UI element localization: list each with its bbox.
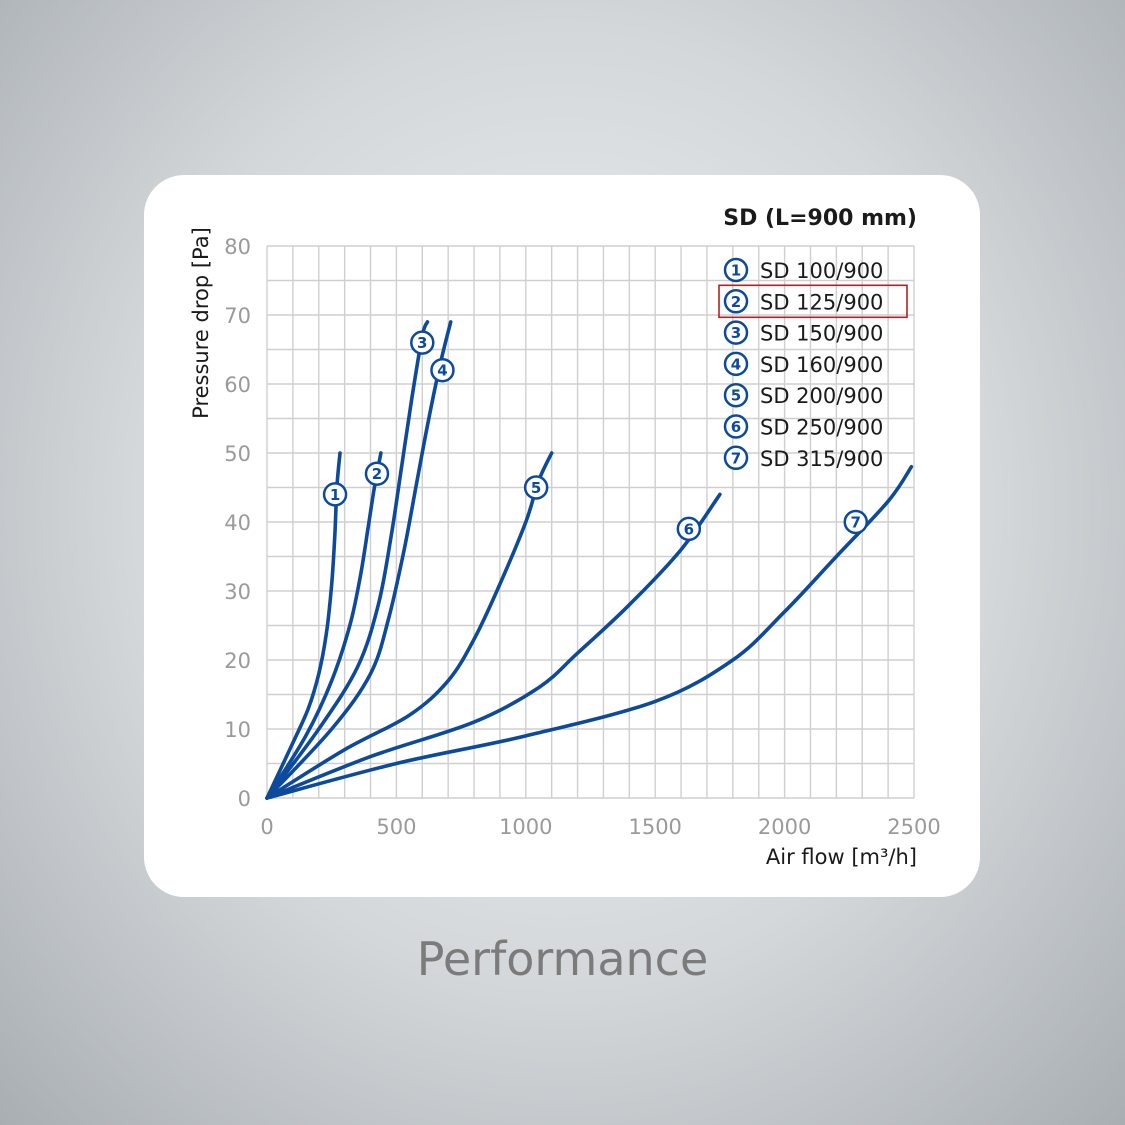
series-marker-number: 5 bbox=[531, 479, 541, 497]
legend-marker-number: 2 bbox=[731, 293, 741, 311]
grid-lines bbox=[266, 245, 915, 799]
series-line-4 bbox=[265, 320, 453, 800]
series-marker-5 bbox=[523, 475, 549, 500]
x-tick-label: 500 bbox=[376, 815, 416, 839]
x-tick-label: 1500 bbox=[628, 815, 681, 839]
series-marker-2 bbox=[364, 461, 390, 486]
y-tick-label: 50 bbox=[224, 442, 251, 466]
x-tick-label: 0 bbox=[260, 815, 273, 839]
x-tick-label: 2500 bbox=[887, 815, 940, 839]
y-tick-label: 10 bbox=[224, 718, 251, 742]
legend-marker-number: 7 bbox=[731, 449, 741, 467]
series-line-3 bbox=[265, 320, 430, 800]
legend-entry: SD 200/900 bbox=[760, 384, 883, 408]
legend-marker-1 bbox=[723, 257, 749, 283]
series-marker-3 bbox=[410, 330, 435, 355]
legend-marker-number: 3 bbox=[731, 324, 741, 342]
y-axis-label: Pressure drop [Pa] bbox=[189, 227, 213, 419]
legend: 1 SD 100/900 2 SD 125/900 3 SD 150/900 4 SD 160… bbox=[718, 257, 908, 471]
y-tick-label: 30 bbox=[224, 580, 251, 604]
legend-marker-7 bbox=[723, 445, 749, 471]
caption: Performance bbox=[416, 932, 709, 986]
legend-entry: SD 315/900 bbox=[760, 447, 883, 471]
series-marker-7 bbox=[843, 509, 869, 535]
legend-marker-3 bbox=[723, 320, 749, 345]
legend-marker-6 bbox=[723, 414, 749, 439]
legend-highlight-box bbox=[718, 284, 908, 319]
x-tick-label: 2000 bbox=[758, 815, 811, 839]
legend-marker-number: 5 bbox=[731, 387, 741, 405]
series-marker-number: 7 bbox=[851, 514, 861, 532]
legend-marker-5 bbox=[723, 382, 749, 408]
legend-marker-number: 6 bbox=[731, 418, 741, 436]
legend-entry: SD 125/900 bbox=[760, 290, 883, 314]
series-marker-number: 2 bbox=[372, 465, 382, 483]
series-line-2 bbox=[265, 451, 383, 800]
series-marker-6 bbox=[676, 516, 702, 542]
x-axis-label: Air flow [m³/h] bbox=[766, 845, 917, 869]
legend-marker-number: 1 bbox=[731, 262, 741, 280]
legend-marker-2 bbox=[723, 289, 749, 314]
performance-chart: 0 500 1000 1500 2000 2500 0 10 20 30 40 50 60 70 80 1 2… bbox=[189, 206, 941, 869]
series-marker-4 bbox=[430, 357, 455, 383]
legend-marker-4 bbox=[723, 351, 749, 377]
chart-card: 0 500 1000 1500 2000 2500 0 10 20 30 40 50 60 70 80 1 2… bbox=[144, 175, 980, 897]
series-marker-number: 6 bbox=[684, 520, 694, 538]
y-tick-label: 80 bbox=[224, 235, 251, 259]
y-tick-label: 0 bbox=[238, 787, 251, 811]
series-marker-number: 1 bbox=[330, 486, 340, 504]
legend-marker-number: 4 bbox=[731, 355, 741, 373]
series-line-6 bbox=[265, 492, 722, 800]
y-tick-label: 60 bbox=[224, 373, 251, 397]
y-tick-label: 20 bbox=[224, 649, 251, 673]
tick-labels: 0 500 1000 1500 2000 2500 0 10 20 30 40 50 60 70 80 bbox=[224, 235, 940, 839]
series-line-7 bbox=[265, 465, 914, 800]
series-marker-number: 3 bbox=[417, 334, 427, 352]
legend-entry: SD 100/900 bbox=[760, 259, 883, 283]
legend-entry: SD 250/900 bbox=[760, 416, 883, 440]
series-marker-1 bbox=[322, 482, 348, 507]
y-tick-label: 40 bbox=[224, 511, 251, 535]
y-tick-label: 70 bbox=[224, 304, 251, 328]
series-marker-number: 4 bbox=[437, 362, 447, 380]
legend-entry: SD 150/900 bbox=[760, 322, 883, 346]
chart-title: SD (L=900 mm) bbox=[723, 206, 917, 231]
legend-entry: SD 160/900 bbox=[760, 353, 883, 377]
x-tick-label: 1000 bbox=[499, 815, 552, 839]
